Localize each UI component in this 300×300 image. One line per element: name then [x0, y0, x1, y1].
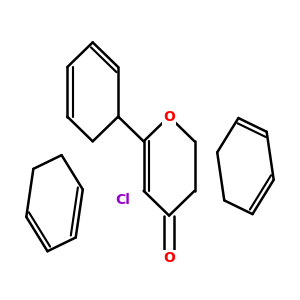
Text: O: O — [163, 250, 175, 265]
Text: Cl: Cl — [116, 193, 130, 207]
Text: O: O — [163, 110, 175, 124]
